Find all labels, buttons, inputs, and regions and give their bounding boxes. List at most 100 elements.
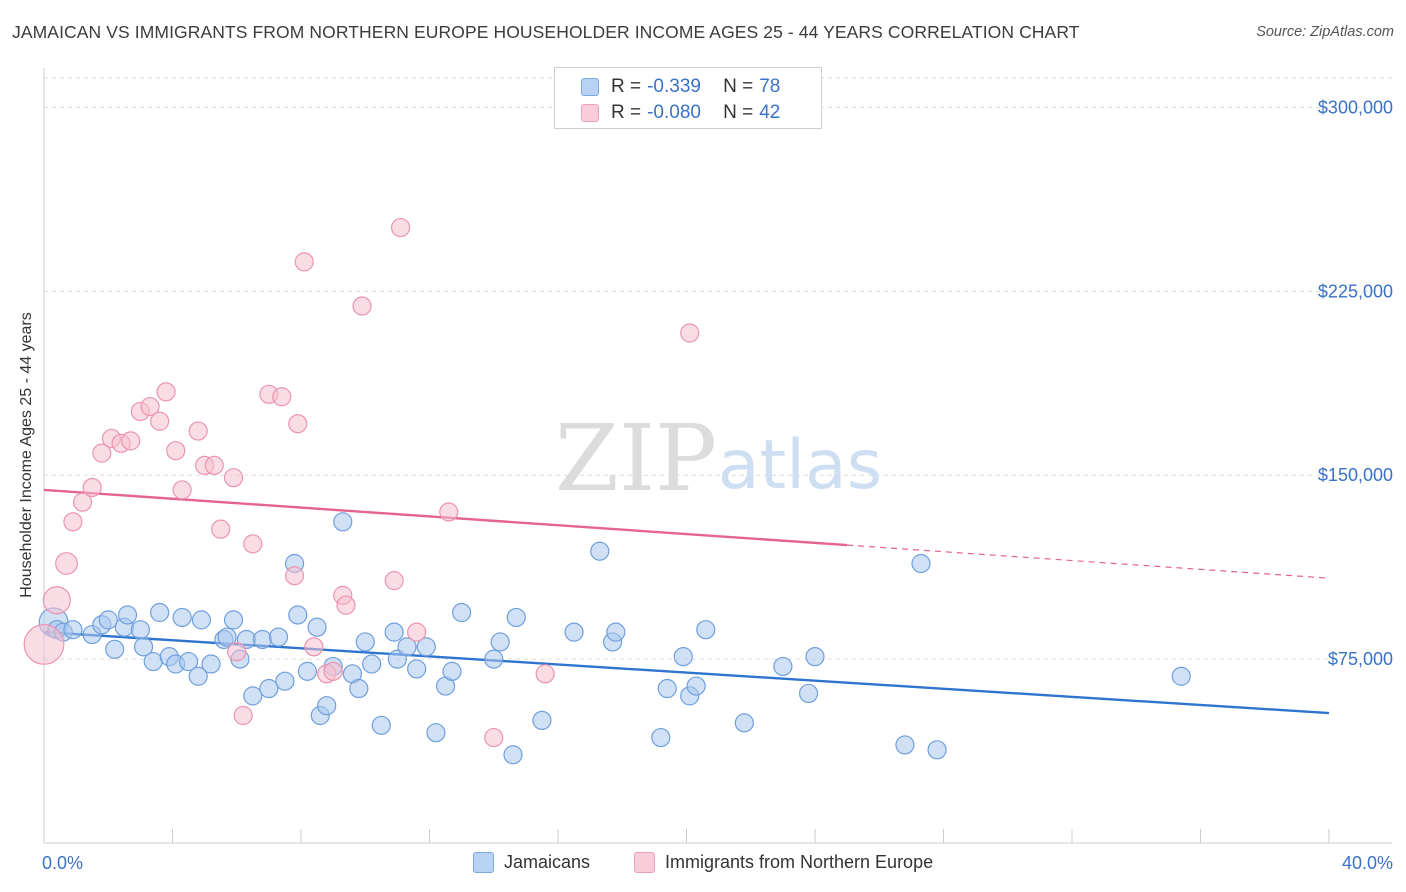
point-jamaican <box>98 610 118 630</box>
point-jamaican <box>442 661 462 681</box>
series-legend-label: Immigrants from Northern Europe <box>665 852 934 872</box>
point-jamaican <box>657 678 677 699</box>
legend-swatch-blue <box>581 78 599 96</box>
point-northern-europe <box>384 571 404 591</box>
point-jamaican <box>927 740 947 760</box>
point-jamaican <box>188 666 208 686</box>
watermark-atlas: atlas <box>718 426 882 505</box>
point-jamaican <box>117 605 138 625</box>
trend-layer <box>43 488 1330 715</box>
point-jamaican <box>407 659 427 679</box>
x-tick-label-min: 0.0% <box>42 853 83 873</box>
legend-row-northern-europe: R = -0.080 N = 42 <box>581 100 780 126</box>
point-jamaican <box>416 637 436 657</box>
point-northern-europe <box>336 595 356 615</box>
point-jamaican <box>696 620 716 640</box>
series-swatch-pink <box>634 852 655 873</box>
point-northern-europe <box>680 323 700 343</box>
point-jamaican <box>384 622 404 642</box>
point-northern-europe <box>294 252 314 272</box>
point-jamaican <box>564 622 584 642</box>
point-jamaican <box>506 607 526 628</box>
point-jamaican <box>798 683 819 704</box>
chart-title: JAMAICAN VS IMMIGRANTS FROM NORTHERN EUR… <box>12 22 1080 42</box>
point-jamaican <box>773 656 793 677</box>
point-jamaican <box>371 715 391 735</box>
point-jamaican <box>590 541 610 561</box>
point-jamaican <box>201 654 221 674</box>
point-northern-europe <box>288 414 308 434</box>
point-northern-europe <box>227 642 247 662</box>
point-jamaican <box>805 647 825 667</box>
point-jamaican <box>895 735 915 755</box>
legend-swatch-pink <box>581 104 599 122</box>
y-tick-label: $225,000 <box>1318 281 1393 301</box>
point-jamaican <box>217 627 237 647</box>
point-jamaican <box>532 710 552 731</box>
point-jamaican <box>288 605 308 625</box>
point-northern-europe <box>323 661 343 681</box>
y-tick-label: $75,000 <box>1328 649 1393 669</box>
point-jamaican <box>911 553 931 574</box>
point-jamaican <box>275 671 295 691</box>
point-jamaican <box>105 639 125 659</box>
point-jamaican <box>243 686 263 706</box>
point-northern-europe <box>140 396 160 417</box>
point-jamaican <box>673 647 693 667</box>
point-jamaican <box>484 649 504 669</box>
point-jamaican <box>686 676 706 696</box>
point-northern-europe <box>92 443 112 463</box>
watermark-zip: ZIP <box>555 405 717 512</box>
point-northern-europe <box>223 468 244 488</box>
y-tick-label: $300,000 <box>1318 97 1393 117</box>
point-jamaican <box>252 629 273 650</box>
legend-r-value: -0.339 <box>647 76 701 97</box>
point-northern-europe <box>535 664 555 684</box>
point-jamaican <box>452 602 472 623</box>
point-jamaican <box>63 620 83 640</box>
point-jamaican <box>490 632 510 652</box>
trend-line-extension <box>847 544 1330 579</box>
point-jamaican <box>133 637 154 657</box>
axes-layer: $75,000 $150,000 $225,000 $300,000 0.0% 40.0% <box>42 68 1393 873</box>
point-jamaican <box>426 723 446 743</box>
point-northern-europe <box>172 480 192 500</box>
point-jamaican <box>259 678 279 699</box>
y-tick-label: $150,000 <box>1318 465 1393 485</box>
series-legend-jamaicans: Jamaicans <box>473 852 590 873</box>
point-northern-europe <box>150 411 170 431</box>
point-jamaican <box>1171 666 1191 686</box>
point-northern-europe <box>352 296 372 316</box>
series-legend: Jamaicans Immigrants from Northern Europ… <box>0 852 1406 878</box>
series-legend-label: Jamaicans <box>504 852 591 872</box>
legend-row-jamaicans: R = -0.339 N = 78 <box>581 74 780 100</box>
point-jamaican <box>651 727 671 748</box>
point-northern-europe <box>211 519 231 539</box>
point-jamaican <box>317 696 337 716</box>
legend-r-label: R = <box>611 102 642 123</box>
point-northern-europe <box>42 586 71 615</box>
point-jamaican <box>297 661 318 681</box>
point-jamaican <box>606 622 626 642</box>
series-legend-northern-europe: Immigrants from Northern Europe <box>634 852 933 873</box>
legend-n-label: N = <box>723 102 754 123</box>
point-northern-europe <box>390 217 411 238</box>
point-jamaican <box>178 651 199 672</box>
point-jamaican <box>223 610 244 630</box>
point-jamaican <box>268 627 289 647</box>
point-jamaican <box>397 637 417 657</box>
correlation-legend: R = -0.339 N = 78 R = -0.080 N = 42 <box>554 67 822 129</box>
point-jamaican <box>191 610 212 630</box>
point-northern-europe <box>82 477 102 498</box>
point-northern-europe <box>233 705 253 726</box>
point-northern-europe <box>72 492 93 512</box>
x-tick-label-max: 40.0% <box>1342 853 1393 873</box>
point-northern-europe <box>188 421 208 441</box>
point-jamaican <box>734 713 754 733</box>
legend-n-label: N = <box>723 76 754 97</box>
point-jamaican <box>362 654 382 674</box>
watermark: ZIP atlas <box>555 405 882 512</box>
point-northern-europe <box>166 441 186 461</box>
legend-r-label: R = <box>611 76 642 97</box>
point-northern-europe <box>156 382 176 402</box>
